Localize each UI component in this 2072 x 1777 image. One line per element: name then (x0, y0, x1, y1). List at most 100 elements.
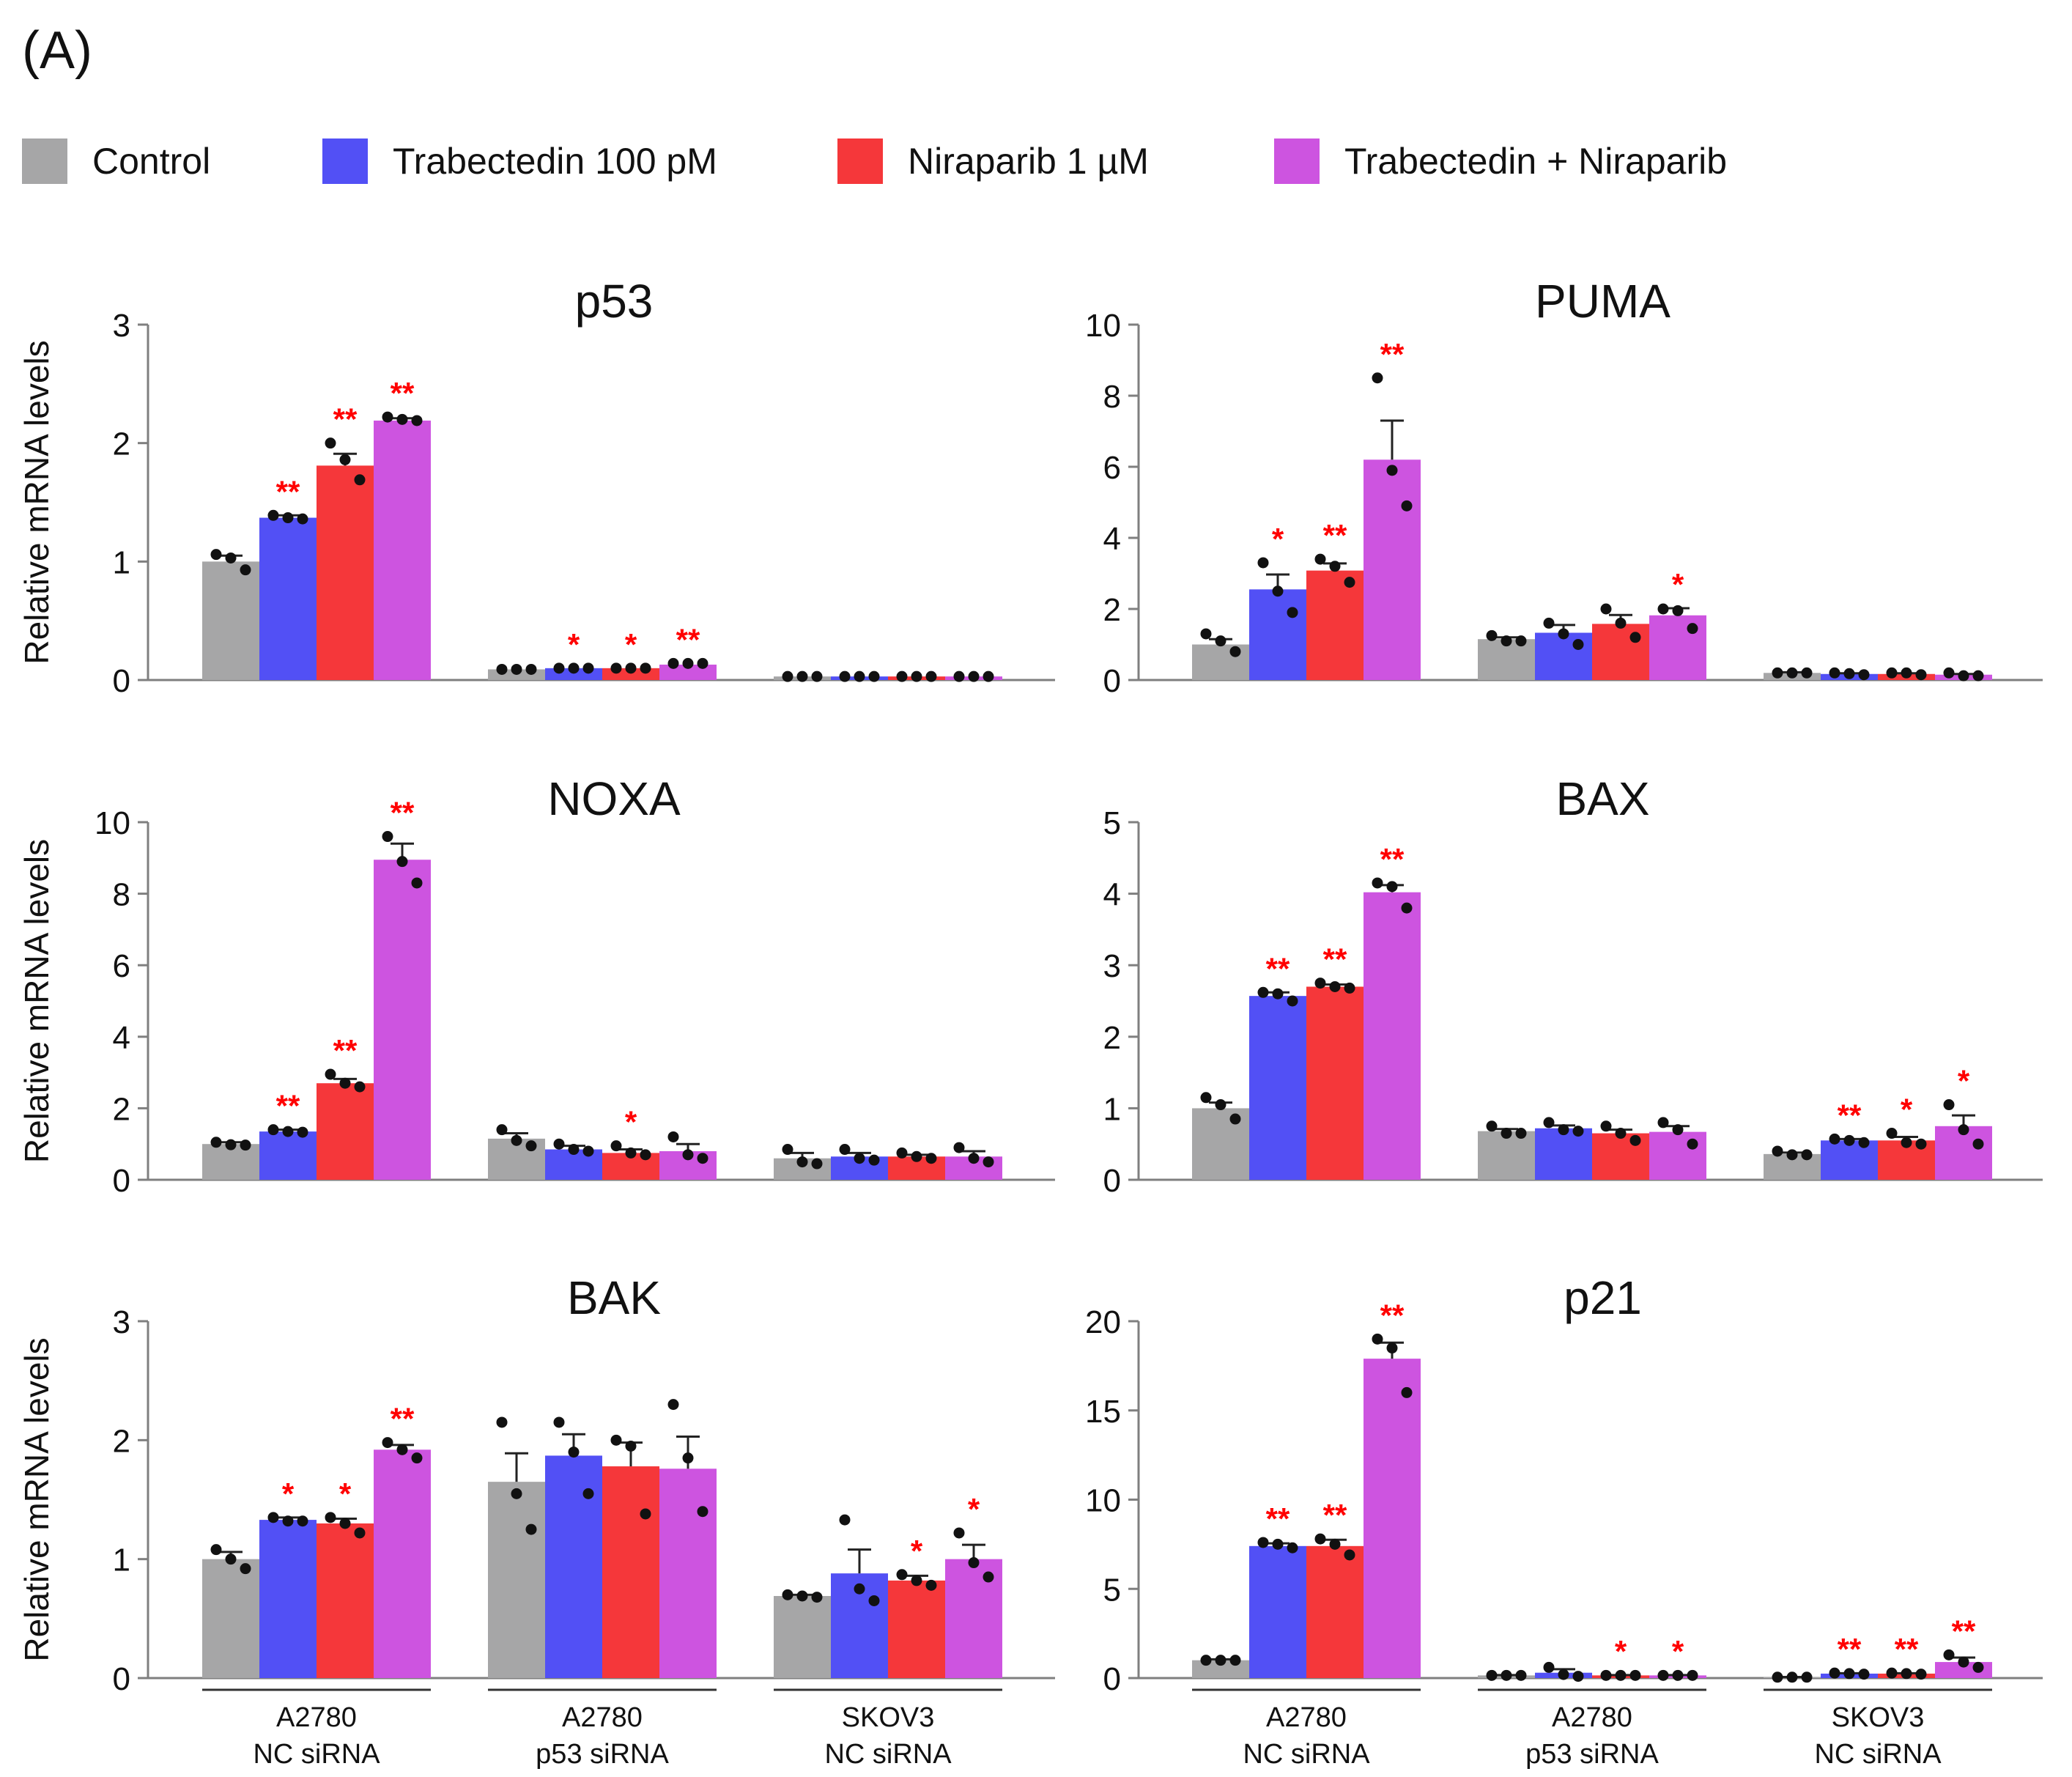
y-axis-label: Relative mRNA levels (18, 1337, 56, 1661)
data-point (325, 1512, 336, 1523)
data-point (796, 1156, 808, 1168)
data-point (1615, 1128, 1627, 1139)
data-point (625, 1147, 637, 1159)
y-tick-label: 2 (113, 426, 130, 462)
data-point (1657, 603, 1669, 615)
data-point (796, 1590, 808, 1602)
data-point (1314, 553, 1326, 565)
y-tick-label: 1 (113, 544, 130, 580)
bar (317, 1523, 374, 1678)
bar (1306, 570, 1364, 680)
data-point (682, 1149, 694, 1161)
chart-title: p21 (1564, 1271, 1642, 1324)
bar (1592, 624, 1649, 680)
data-point (667, 657, 679, 669)
data-point (1229, 646, 1241, 657)
data-point (782, 1144, 793, 1156)
data-point (911, 1575, 922, 1586)
data-point (1272, 988, 1284, 1000)
panel-label: (A) (22, 21, 92, 80)
data-point (953, 1527, 965, 1539)
data-point (1543, 617, 1555, 629)
data-point (610, 1434, 622, 1446)
data-point (553, 1416, 565, 1428)
y-tick-label: 1 (113, 1543, 130, 1578)
bar (1364, 459, 1421, 680)
bar (259, 1131, 317, 1180)
data-point (1943, 667, 1955, 679)
data-point (1386, 881, 1398, 893)
x-category-label: NC siRNA (1243, 1739, 1370, 1770)
data-point (1344, 982, 1355, 994)
data-point (1543, 1117, 1555, 1128)
data-point (1401, 1386, 1413, 1398)
significance-marker: * (1672, 567, 1684, 602)
y-tick-label: 10 (1085, 308, 1121, 344)
bar (1535, 1128, 1592, 1180)
data-point (953, 1142, 965, 1153)
significance-marker: ** (1323, 518, 1347, 553)
y-tick-label: 20 (1085, 1304, 1121, 1340)
data-point (1486, 629, 1498, 641)
data-point (925, 1153, 937, 1164)
data-point (1886, 1128, 1898, 1139)
significance-marker: ** (1380, 842, 1405, 876)
data-point (1572, 1671, 1584, 1682)
data-point (1272, 585, 1284, 597)
bar (1364, 1359, 1421, 1678)
data-point (1829, 1133, 1840, 1145)
data-point (1200, 1655, 1212, 1666)
x-category-label: A2780 (1266, 1702, 1347, 1733)
significance-marker: * (282, 1477, 295, 1511)
data-point (1501, 1128, 1512, 1139)
data-point (697, 1506, 708, 1518)
data-point (525, 1523, 537, 1535)
data-point (1801, 1149, 1813, 1161)
data-point (1600, 603, 1612, 615)
data-point (496, 663, 508, 675)
data-point (925, 1579, 937, 1591)
y-tick-label: 3 (1103, 948, 1121, 984)
data-point (782, 1589, 793, 1600)
data-point (1629, 1669, 1641, 1681)
data-point (1329, 1538, 1341, 1550)
data-point (983, 1156, 994, 1168)
data-point (396, 856, 408, 868)
data-point (1657, 1669, 1669, 1681)
chart-title: NOXA (547, 772, 681, 825)
data-point (568, 662, 580, 674)
data-point (382, 831, 393, 843)
data-point (610, 662, 622, 674)
data-point (1215, 1655, 1226, 1666)
data-point (1843, 668, 1855, 679)
data-point (511, 1134, 522, 1146)
chart-title: PUMA (1535, 275, 1670, 328)
data-point (582, 1488, 594, 1499)
data-point (896, 1569, 908, 1581)
data-point (811, 1158, 823, 1170)
data-point (1672, 1124, 1684, 1136)
data-point (1672, 605, 1684, 616)
data-point (1943, 1099, 1955, 1111)
significance-marker: ** (333, 402, 358, 437)
data-point (382, 411, 393, 423)
significance-marker: ** (1380, 337, 1405, 372)
bar (1306, 986, 1364, 1180)
data-point (496, 1416, 508, 1428)
data-point (411, 877, 423, 889)
data-point (1558, 1669, 1569, 1680)
data-point (297, 513, 308, 525)
data-point (1786, 667, 1798, 679)
data-point (1843, 1134, 1855, 1146)
data-point (1257, 557, 1269, 569)
data-point (1886, 667, 1898, 679)
data-point (1572, 639, 1584, 650)
data-point (1687, 1669, 1698, 1681)
significance-marker: * (1958, 1064, 1970, 1098)
significance-marker: * (568, 627, 580, 662)
bar (374, 1449, 431, 1678)
data-point (240, 1563, 251, 1575)
y-tick-label: 4 (1103, 877, 1121, 913)
